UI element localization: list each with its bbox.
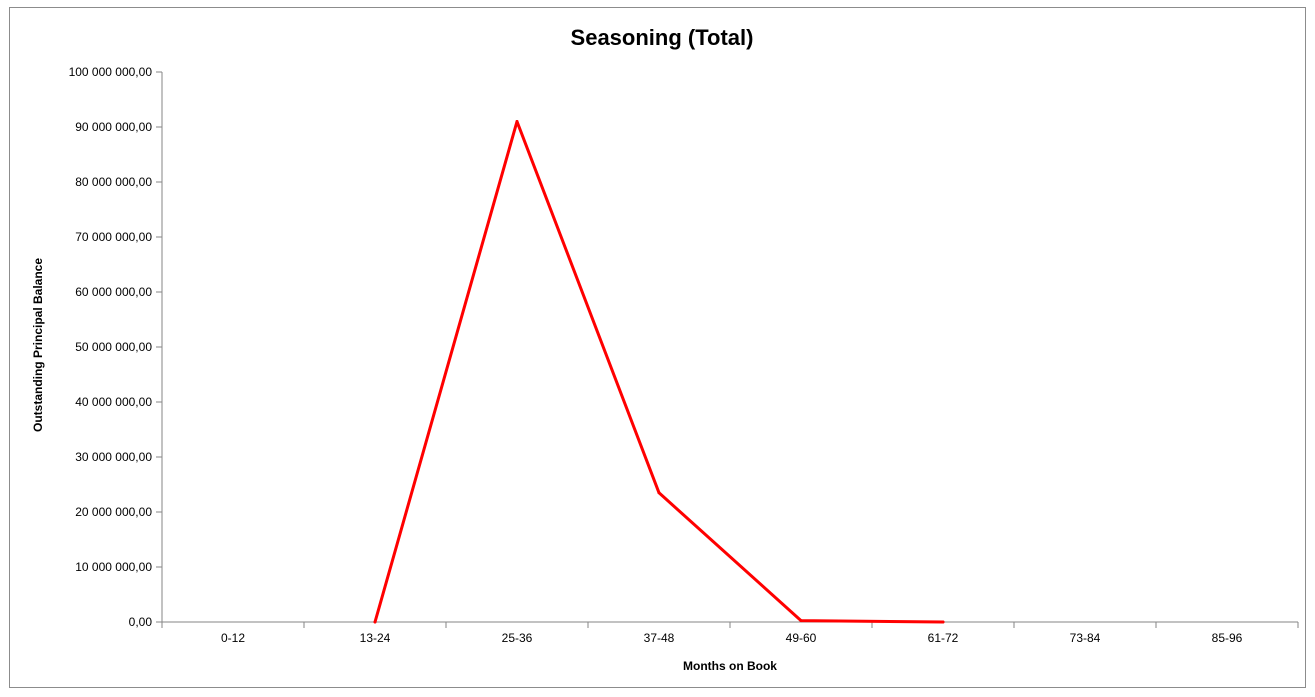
x-tick-label: 37-48 [644,631,675,645]
y-tick-label: 40 000 000,00 [75,395,152,409]
y-tick-label: 60 000 000,00 [75,285,152,299]
x-tick-label: 0-12 [221,631,245,645]
y-tick-label: 100 000 000,00 [69,65,153,79]
y-tick-label: 70 000 000,00 [75,230,152,244]
y-tick-label: 50 000 000,00 [75,340,152,354]
data-point [657,491,661,495]
chart-title: Seasoning (Total) [571,25,754,50]
x-tick-label: 61-72 [928,631,959,645]
y-tick-label: 30 000 000,00 [75,450,152,464]
data-point [515,120,519,123]
x-axis: 0-12 13-24 25-36 37-48 49-60 61-72 73-84 85-96 [161,621,1299,645]
x-tick-label: 73-84 [1070,631,1101,645]
chart-frame [9,7,1306,688]
y-tick-label: 0,00 [129,615,153,629]
y-axis-label: Outstanding Principal Balance [31,258,45,432]
y-tick-label: 20 000 000,00 [75,505,152,519]
y-tick-label: 10 000 000,00 [75,560,152,574]
data-point [941,620,945,624]
x-tick-label: 25-36 [502,631,533,645]
series-line [373,120,945,624]
data-point [373,620,377,624]
y-tick-label: 90 000 000,00 [75,120,152,134]
y-tick-label: 80 000 000,00 [75,175,152,189]
series-layer [373,120,945,624]
x-tick-label: 49-60 [786,631,817,645]
x-tick-label: 13-24 [360,631,391,645]
y-axis: 0,00 10 000 000,00 20 000 000,00 30 000 000… [69,65,163,629]
data-point [799,619,803,623]
x-axis-label: Months on Book [683,659,777,673]
x-tick-label: 85-96 [1212,631,1243,645]
